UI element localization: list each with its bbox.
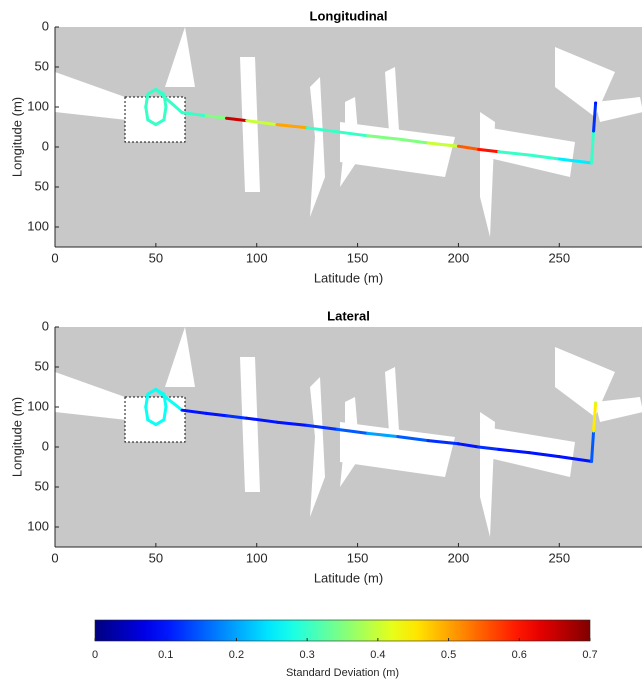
colorbar-tick-label: 0.1 [158, 649, 173, 661]
x-tick-label: 150 [347, 550, 369, 565]
y-tick-label: 0 [42, 138, 49, 153]
y-tick-label: 0 [42, 438, 49, 453]
y-tick-label: 50 [35, 58, 49, 73]
trajectory-segment [497, 150, 531, 157]
trajectory-segment [180, 408, 208, 415]
trajectory-segment [396, 435, 430, 443]
panel: Longitudinal Latitude (m) Longitude (m) 0 50… [9, 8, 643, 285]
x-tick-label: 250 [548, 250, 570, 265]
x-tick-label: 50 [149, 250, 163, 265]
trajectory-segment [527, 451, 561, 459]
x-tick-label: 100 [246, 550, 268, 565]
trajectory-segment [497, 447, 531, 455]
y-tick-label: 0 [42, 18, 49, 33]
trajectory-point [594, 101, 598, 105]
trajectory-segment [144, 392, 150, 409]
trajectory-segment [275, 123, 309, 130]
trajectory-segment [144, 405, 150, 422]
trajectory-segment [144, 105, 150, 122]
trajectory-segment [456, 144, 481, 151]
trajectory-segment [590, 129, 596, 165]
trajectory-segment [180, 111, 208, 118]
trajectory-segment [335, 427, 370, 435]
y-tick-label: 50 [35, 358, 49, 373]
x-tick-label: 0 [51, 250, 58, 265]
chart-title: Longitudinal [310, 8, 388, 23]
y-tick-label: 50 [35, 178, 49, 193]
trajectory-segment [426, 439, 460, 446]
x-tick-label: 0 [51, 550, 58, 565]
trajectory-segment [477, 445, 501, 451]
colorbar-tick-label: 0 [92, 649, 98, 661]
trajectory-segment [162, 405, 168, 422]
colorbar-tick-label: 0.2 [229, 649, 244, 661]
x-axis-label: Latitude (m) [314, 270, 383, 285]
trajectory-segment [146, 387, 158, 396]
trajectory-segment [154, 87, 184, 115]
trajectory-segment [154, 118, 166, 127]
trajectory-segment [527, 153, 561, 161]
x-tick-label: 200 [448, 550, 470, 565]
x-axis-label: Latitude (m) [314, 570, 383, 585]
trajectory-segment [144, 92, 150, 109]
trajectory-segment [426, 141, 460, 148]
trajectory-segment [224, 116, 249, 123]
trajectory-segment [305, 126, 339, 134]
colorbar-scale [94, 619, 591, 642]
trajectory-segment [204, 411, 228, 418]
trajectory-segment [245, 119, 279, 127]
x-tick-label: 50 [149, 550, 163, 565]
trajectory-segment [366, 134, 400, 141]
y-axis-label: Longitude (m) [9, 97, 24, 177]
y-tick-label: 50 [35, 478, 49, 493]
y-tick-label: 0 [42, 318, 49, 333]
trajectory-segment [146, 87, 158, 96]
x-tick-label: 200 [448, 250, 470, 265]
trajectory-segment [590, 429, 596, 463]
colorbar-tick-label: 0.6 [512, 649, 527, 661]
x-tick-label: 250 [548, 550, 570, 565]
y-tick-label: 100 [27, 398, 49, 413]
trajectory-point [594, 401, 598, 405]
trajectory-segment [305, 423, 339, 431]
y-tick-label: 100 [27, 98, 49, 113]
colorbar-tick-label: 0.7 [582, 649, 597, 661]
colorbar-tick-label: 0.3 [299, 649, 314, 661]
chart-title: Lateral [327, 308, 370, 323]
trajectory-segment [204, 114, 228, 120]
panel: Lateral Latitude (m) Longitude (m) 0 50 100 15… [9, 308, 643, 585]
trajectory-segment [245, 416, 279, 424]
y-axis-label: Longitude (m) [9, 397, 24, 477]
x-tick-label: 100 [246, 250, 268, 265]
colorbar-tick-label: 0.5 [441, 649, 456, 661]
colorbar-label: Standard Deviation (m) [286, 667, 399, 679]
trajectory-segment [456, 442, 481, 449]
trajectory-segment [396, 137, 430, 145]
colorbar: 0 0.1 0.2 0.3 0.4 0.5 0.6 0.7 Standard Deviation… [92, 619, 598, 679]
trajectory-segment [146, 418, 158, 427]
x-tick-label: 150 [347, 250, 369, 265]
trajectory-segment [592, 101, 598, 133]
colorbar-tick-label: 0.4 [370, 649, 385, 661]
y-tick-label: 100 [27, 518, 49, 533]
trajectory-segment [592, 401, 598, 433]
trajectory-segment [557, 157, 594, 165]
trajectory-segment [275, 420, 309, 427]
trajectory-segment [224, 414, 249, 420]
trajectory-segment [557, 455, 594, 463]
y-tick-label: 100 [27, 218, 49, 233]
trajectory-segment [154, 387, 184, 412]
trajectory-segment [335, 130, 370, 138]
trajectory-segment [154, 418, 166, 427]
trajectory-segment [146, 118, 158, 127]
trajectory-segment [162, 105, 168, 122]
trajectory-segment [477, 147, 501, 154]
trajectory-segment [366, 431, 400, 439]
